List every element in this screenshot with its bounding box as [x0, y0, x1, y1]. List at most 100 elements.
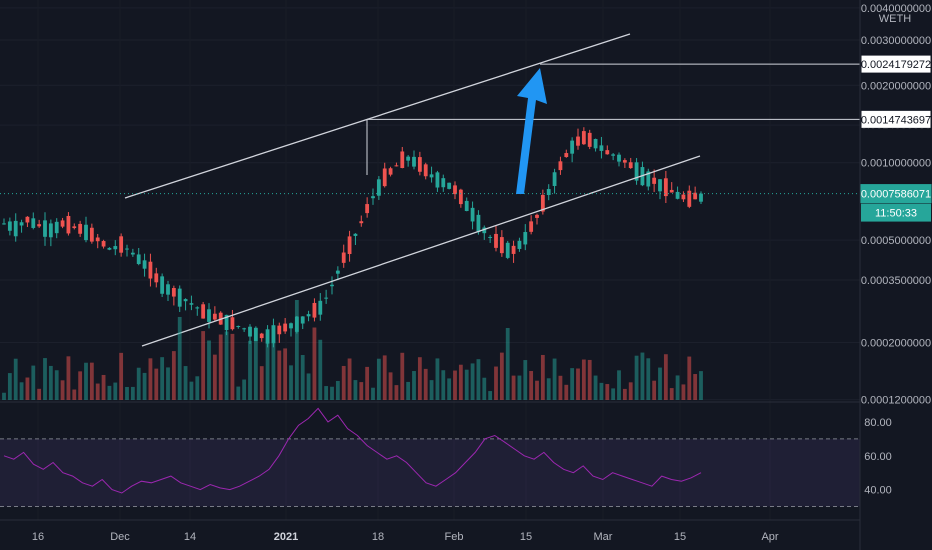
candle-body — [89, 227, 94, 242]
volume-bar — [95, 383, 100, 400]
candle-body — [84, 224, 88, 241]
candle-body — [663, 178, 668, 197]
candle-body — [318, 300, 323, 315]
candle-body — [564, 153, 569, 158]
time-axis-tick: 15 — [520, 531, 532, 543]
volume-bar — [142, 372, 147, 400]
volume-bar — [324, 386, 329, 400]
volume-bar — [201, 331, 206, 400]
candle-body — [535, 214, 539, 218]
volume-bar — [330, 386, 334, 400]
volume-bar — [640, 352, 645, 400]
volume-bar — [511, 375, 516, 400]
candle-body — [277, 325, 282, 335]
volume-bar — [283, 348, 288, 400]
candle-body — [224, 314, 229, 331]
volume-bar — [136, 367, 141, 400]
candle-body — [207, 309, 211, 322]
volume-bar — [212, 354, 217, 400]
candle-body — [529, 221, 534, 232]
candle-body — [687, 190, 692, 207]
candle-body — [31, 218, 36, 228]
price-axis-tick: 0.0010000000 — [861, 158, 931, 170]
volume-bar — [242, 379, 247, 400]
volume-bar — [605, 384, 610, 400]
candle-body — [412, 156, 416, 167]
currency-label: WETH — [879, 13, 911, 25]
volume-bar — [441, 370, 446, 400]
candle-body — [283, 323, 288, 332]
time-axis[interactable]: 16 Dec 14 2021 18 Feb 15 Mar 15 Apr — [32, 531, 779, 543]
time-axis-tick: 15 — [674, 531, 686, 543]
candle-body — [441, 178, 446, 188]
candle-body — [365, 204, 370, 214]
candle-body — [72, 226, 77, 229]
candle-body — [54, 221, 59, 234]
candle-body — [628, 162, 633, 169]
candle-body — [248, 326, 252, 337]
candle-body — [107, 247, 112, 250]
volume-bar — [253, 341, 258, 400]
candle-body — [212, 313, 217, 320]
candle-body — [447, 182, 452, 189]
volume-bar — [154, 368, 159, 400]
volume-bar — [546, 378, 551, 400]
volume-bar — [318, 339, 323, 400]
volume-bar — [535, 380, 539, 400]
candle-body — [406, 156, 411, 161]
candle-body — [376, 179, 381, 196]
volume-bar — [663, 354, 668, 400]
volume-bar — [248, 340, 252, 400]
price-axis-tick: 0.0001200000 — [861, 395, 931, 407]
candle-body — [66, 215, 71, 234]
candle-body — [130, 252, 135, 255]
candle-body — [646, 171, 651, 187]
candle-body — [652, 177, 657, 184]
candle-body — [523, 232, 528, 245]
volume-bar — [435, 358, 440, 400]
candle-body — [154, 273, 159, 283]
volume-bar — [189, 381, 194, 400]
candle-body — [675, 191, 680, 199]
candle-body — [259, 333, 264, 339]
volume-bar — [617, 370, 621, 400]
volume-bar — [7, 373, 12, 400]
price-axis[interactable] — [860, 0, 932, 550]
candle-body — [423, 164, 428, 177]
candle-body — [25, 216, 30, 223]
volume-bar — [37, 388, 42, 400]
candle-body — [312, 302, 317, 318]
volume-bar — [107, 385, 112, 400]
channel-upper-line — [124, 33, 631, 199]
candle-body — [558, 161, 563, 171]
volume-bar — [359, 382, 364, 400]
volume-bar — [669, 388, 674, 400]
rsi-pane[interactable] — [0, 407, 860, 508]
price-axis-tick: 0.0040000000 — [861, 3, 931, 15]
volume-bar — [628, 382, 633, 400]
volume-bar — [400, 352, 405, 400]
volume-bar — [130, 386, 135, 400]
price-tags: 0.0024179272 0.0014743697 0.0007586071 11:5… — [860, 54, 932, 222]
volume-bar — [2, 392, 6, 400]
rsi-axis-tick: 80.00 — [864, 417, 892, 429]
candle-body — [482, 227, 487, 234]
volume-bar — [125, 386, 129, 400]
candle-body — [353, 233, 358, 236]
candle-body — [470, 207, 475, 222]
volume-bar — [300, 355, 305, 400]
candle-body — [494, 233, 498, 248]
candle-body — [242, 328, 247, 330]
candle-body — [136, 254, 141, 265]
candle-body — [382, 168, 387, 187]
candle-body — [113, 246, 118, 250]
candle-body — [300, 316, 305, 324]
countdown-box — [861, 203, 931, 222]
arrow-icon — [516, 68, 547, 194]
candle-body — [611, 154, 616, 156]
candle-body — [476, 214, 481, 233]
volume-bar — [376, 358, 381, 400]
volume-bar — [224, 331, 229, 400]
candle-body — [617, 154, 621, 162]
